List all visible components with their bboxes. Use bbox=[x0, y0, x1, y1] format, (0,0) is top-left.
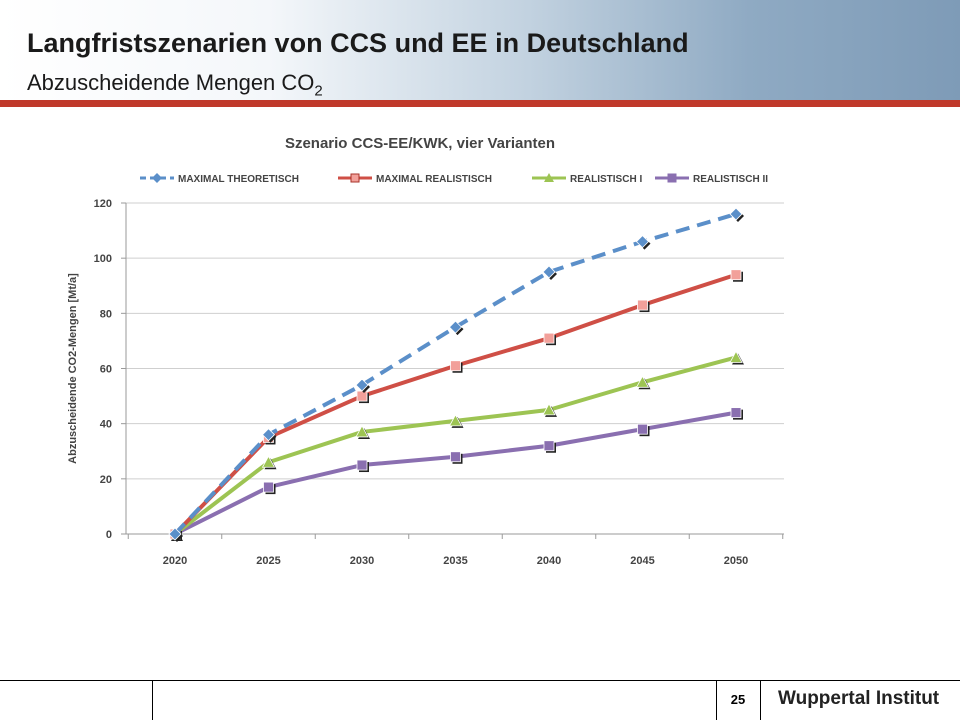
data-point-realistisch-ii bbox=[730, 407, 742, 419]
data-point-realistisch-ii bbox=[356, 459, 368, 471]
data-point-maximal-realistisch bbox=[637, 299, 648, 311]
data-point-maximal-theoretisch bbox=[261, 428, 276, 442]
y-tick-label: 100 bbox=[94, 253, 112, 265]
data-point-maximal-theoretisch bbox=[729, 207, 743, 221]
data-point-realistisch-i bbox=[261, 455, 276, 468]
data-point-maximal-theoretisch bbox=[635, 235, 650, 249]
footer-separator-left bbox=[152, 680, 153, 720]
data-point-maximal-realistisch bbox=[450, 360, 461, 372]
data-point-maximal-theoretisch bbox=[168, 527, 182, 541]
legend-label-maximal-realistisch: MAXIMAL REALISTISCH bbox=[376, 174, 492, 185]
y-tick-label: 20 bbox=[100, 474, 112, 486]
series-line-realistisch-ii bbox=[174, 410, 737, 536]
y-tick-label: 120 bbox=[94, 198, 112, 210]
y-tick-label: 60 bbox=[100, 364, 112, 376]
data-point-realistisch-i bbox=[448, 414, 463, 427]
data-point-realistisch-i bbox=[542, 403, 556, 416]
data-point-maximal-realistisch bbox=[730, 269, 742, 281]
x-tick-label: 2025 bbox=[256, 555, 280, 567]
data-point-maximal-theoretisch bbox=[448, 320, 463, 334]
x-tick-label: 2035 bbox=[443, 555, 467, 567]
legend-marker-realistisch-i bbox=[544, 173, 554, 182]
footer-separator-page bbox=[716, 680, 717, 720]
line-chart: Szenario CCS-EE/KWK, vier Varianten02040… bbox=[67, 135, 784, 567]
footer-separator-brand bbox=[760, 680, 761, 720]
y-tick-label: 0 bbox=[106, 529, 112, 541]
y-tick-label: 40 bbox=[100, 419, 112, 431]
header-banner bbox=[0, 0, 960, 100]
legend-marker-realistisch-ii bbox=[667, 173, 677, 183]
brand-logo-text: Wuppertal Institut bbox=[778, 688, 940, 709]
legend-label-maximal-theoretisch: MAXIMAL THEORETISCH bbox=[178, 174, 299, 185]
data-point-realistisch-ii bbox=[637, 423, 648, 435]
page-title: Langfristszenarien von CCS und EE in Deu… bbox=[27, 28, 689, 58]
subtitle-text: Abzuscheidende Mengen CO bbox=[27, 70, 315, 95]
data-point-maximal-theoretisch bbox=[355, 378, 369, 392]
x-tick-label: 2050 bbox=[724, 555, 748, 567]
x-tick-label: 2030 bbox=[350, 555, 374, 567]
data-point-maximal-theoretisch bbox=[542, 265, 556, 279]
data-point-realistisch-i bbox=[635, 375, 650, 388]
subtitle-subscript: 2 bbox=[314, 82, 323, 100]
data-point-realistisch-ii bbox=[450, 451, 461, 463]
y-tick-label: 80 bbox=[100, 308, 112, 320]
data-point-maximal-realistisch bbox=[543, 332, 555, 344]
legend-marker-maximal-realistisch bbox=[350, 173, 360, 183]
header-accent-bar bbox=[0, 100, 960, 107]
x-tick-label: 2040 bbox=[537, 555, 561, 567]
legend-label-realistisch-ii: REALISTISCH II bbox=[693, 174, 768, 185]
page-number: 25 bbox=[730, 692, 746, 707]
legend-marker-maximal-theoretisch bbox=[152, 173, 162, 183]
data-point-realistisch-i bbox=[729, 350, 743, 363]
data-point-realistisch-i bbox=[355, 425, 369, 438]
data-point-realistisch-ii bbox=[263, 481, 274, 493]
legend-label-realistisch-i: REALISTISCH I bbox=[570, 174, 642, 185]
y-axis-label: Abzuscheidende CO2-Mengen [Mt/a] bbox=[67, 273, 79, 464]
page-subtitle: Abzuscheidende Mengen CO2 bbox=[27, 70, 323, 99]
data-point-realistisch-ii bbox=[543, 440, 555, 452]
chart-title: Szenario CCS-EE/KWK, vier Varianten bbox=[285, 135, 555, 152]
series-line-maximal-theoretisch bbox=[173, 212, 737, 536]
x-tick-label: 2020 bbox=[163, 555, 187, 567]
data-point-maximal-realistisch bbox=[356, 390, 368, 402]
x-tick-label: 2045 bbox=[630, 555, 654, 567]
footer-divider bbox=[0, 680, 960, 681]
